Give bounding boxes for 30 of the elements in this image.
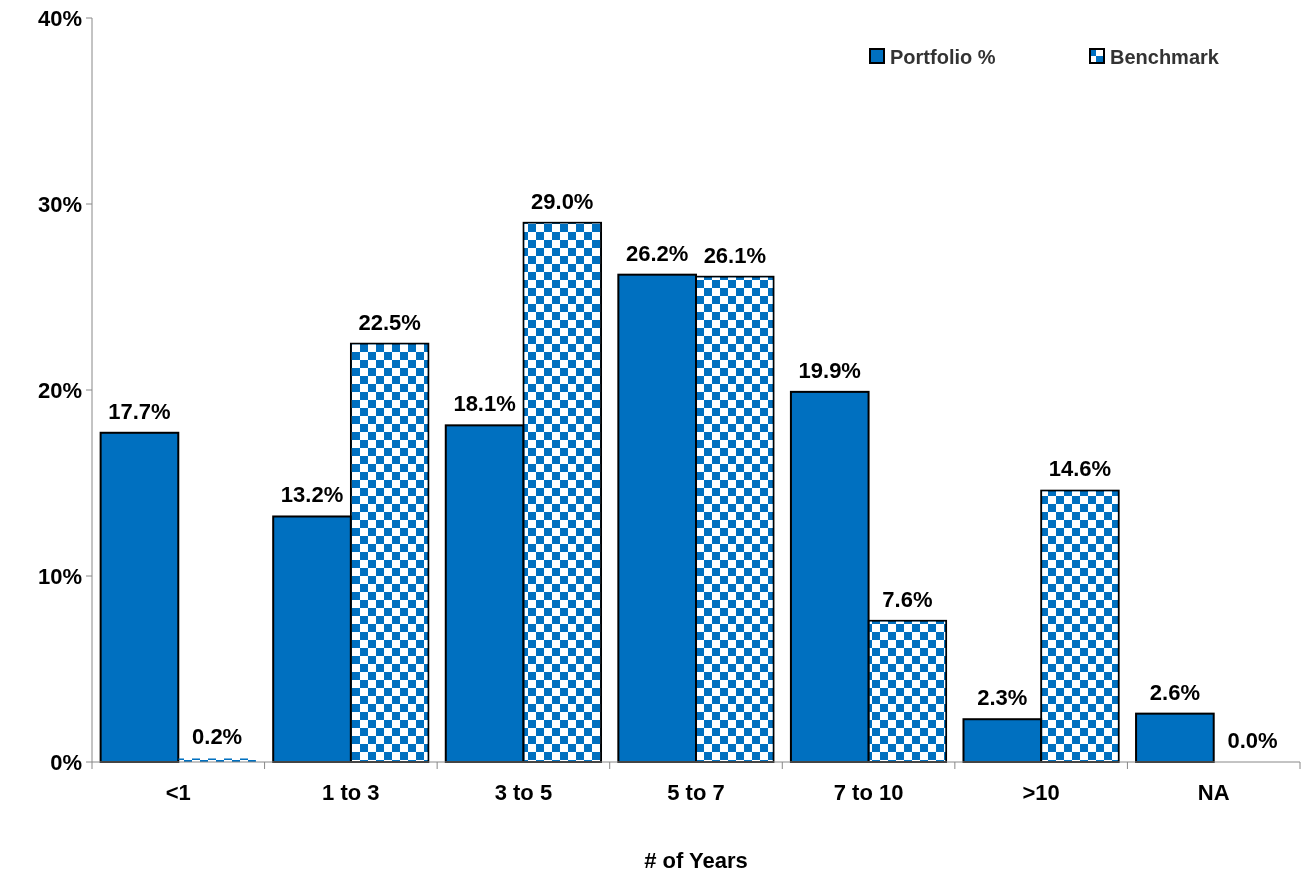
x-tick-label: 3 to 5 bbox=[494, 780, 553, 805]
text: 17.7% bbox=[108, 398, 171, 424]
y-tick-label: 30% bbox=[37, 191, 82, 217]
x-tick-label: NA bbox=[1197, 780, 1230, 805]
y-tick-label: 40% bbox=[37, 5, 82, 31]
x-tick-label: 7 to 10 bbox=[833, 780, 904, 805]
x-tick-label: 5 to 7 bbox=[667, 780, 725, 805]
bar bbox=[1135, 712, 1215, 763]
text: 14.6% bbox=[1048, 456, 1112, 482]
text: 26.2% bbox=[625, 240, 689, 266]
x-tick-label: <1 bbox=[165, 780, 191, 805]
text: 7.6% bbox=[882, 586, 933, 612]
text: 2.6% bbox=[1149, 679, 1200, 705]
x-axis-title: # of Years bbox=[644, 848, 748, 873]
y-tick-label: 0% bbox=[50, 749, 82, 775]
y-tick-label: 10% bbox=[37, 563, 82, 589]
text: 18.1% bbox=[453, 391, 516, 417]
legend-label: Portfolio % bbox=[890, 46, 996, 68]
text: 0.0% bbox=[1227, 728, 1278, 753]
text: 2.3% bbox=[977, 685, 1028, 711]
text: 13.2% bbox=[280, 482, 344, 508]
text: 19.9% bbox=[798, 357, 861, 383]
text: 22.5% bbox=[358, 309, 421, 335]
text: 26.1% bbox=[703, 242, 767, 268]
x-tick-label: 1 to 3 bbox=[322, 780, 380, 805]
text: 0.2% bbox=[192, 724, 243, 750]
legend-label: Benchmark bbox=[1110, 46, 1220, 68]
text: 29.0% bbox=[531, 188, 594, 214]
x-tick-label: >10 bbox=[1022, 780, 1060, 805]
y-tick-label: 20% bbox=[37, 377, 82, 403]
